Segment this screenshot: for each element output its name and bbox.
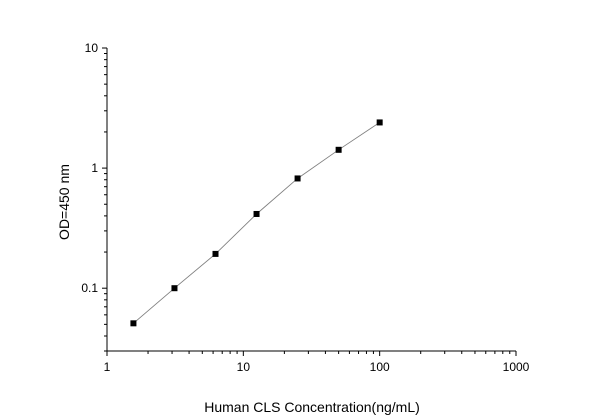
data-point [171, 285, 178, 292]
x-tick-label: 1000 [503, 360, 530, 374]
x-tick-label: 100 [370, 360, 390, 374]
x-axis-title: Human CLS Concentration(ng/mL) [204, 399, 420, 415]
data-point [376, 119, 383, 126]
tick-labels-group: 1 10 100 1000 0.1 1 10 [81, 41, 529, 374]
data-point [253, 210, 260, 217]
y-tick-label: 1 [91, 161, 98, 175]
x-tick-label: 1 [104, 360, 111, 374]
data-point [212, 250, 219, 257]
y-tick-label: 10 [85, 41, 99, 55]
series-line [133, 122, 380, 324]
y-axis-title: OD=450 nm [56, 164, 72, 240]
data-point [335, 146, 342, 153]
y-tick-label: 0.1 [81, 281, 98, 295]
axes [102, 47, 517, 356]
x-tick-label: 10 [237, 360, 251, 374]
data-point [130, 320, 137, 327]
data-points-group [130, 119, 383, 327]
data-point [294, 175, 301, 182]
series-line-group [133, 122, 380, 324]
